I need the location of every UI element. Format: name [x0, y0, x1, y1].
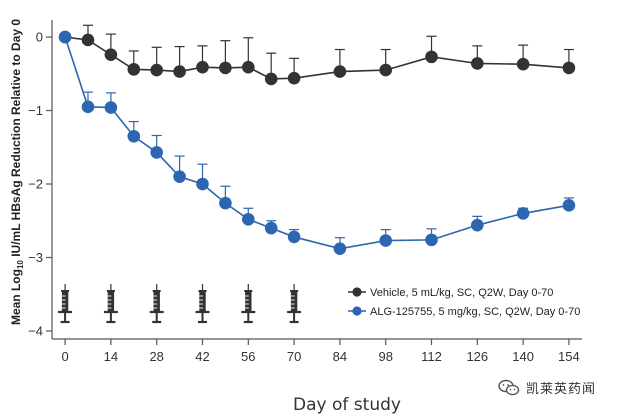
axes: 0 −1 −2 −3 −4 0 14 28 42 56 70 84 98 112 126 140 154: [28, 20, 582, 364]
y-axis-label-part-1: Mean Log: [9, 269, 23, 325]
data-point: [127, 63, 141, 76]
watermark-text: 凯莱英药闻: [526, 382, 597, 397]
data-point: [379, 63, 393, 77]
data-point: [287, 71, 301, 85]
y-axis-label: Mean Log10 IU/mL HBsAg Reduction Relativ…: [9, 19, 25, 325]
x-axis-label: Day of study: [293, 395, 401, 415]
y-tick-label: −3: [28, 250, 43, 265]
syringe-icon: [287, 284, 302, 324]
data-point: [150, 63, 163, 77]
dosing-markers: [58, 284, 302, 324]
syringe-icon: [195, 284, 210, 324]
x-tick-label: 56: [241, 349, 255, 364]
data-point: [287, 230, 301, 244]
data-point: [196, 60, 209, 74]
data-point: [333, 242, 347, 255]
data-point: [127, 129, 141, 143]
legend: Vehicle, 5 mL/kg, SC, Q2W, Day 0-70 ALG-1…: [348, 287, 580, 318]
y-axis-label-subscript: 10: [16, 260, 25, 269]
x-tick-label: 98: [378, 349, 392, 364]
data-point: [562, 61, 576, 75]
data-point: [264, 221, 278, 235]
y-tick-label: −4: [28, 324, 43, 339]
data-point: [219, 61, 232, 75]
y-tick-label: −2: [28, 177, 43, 192]
data-point: [471, 57, 484, 70]
x-tick-label: 70: [287, 349, 301, 364]
data-point: [219, 196, 232, 210]
series-2: [58, 30, 576, 255]
x-tick-label: 0: [61, 349, 68, 364]
data-point: [516, 57, 530, 71]
syringe-icon: [149, 284, 164, 324]
svg-text:Mean Log10 IU/mL HBsAg Reducti: Mean Log10 IU/mL HBsAg Reduction Relativ…: [9, 19, 25, 325]
data-point: [104, 48, 118, 61]
data-point: [241, 212, 255, 226]
data-point: [196, 177, 209, 191]
syringe-icon: [58, 284, 73, 324]
x-tick-label: 42: [195, 349, 209, 364]
watermark: 凯莱英药闻: [498, 378, 596, 397]
series-1: [58, 24, 576, 86]
data-point: [241, 60, 255, 74]
x-tick-label: 84: [333, 349, 347, 364]
data-point: [58, 30, 72, 44]
legend-item-1: Vehicle, 5 mL/kg, SC, Q2W, Day 0-70: [348, 287, 553, 299]
x-tick-label: 154: [558, 349, 580, 364]
wechat-icon: [498, 379, 520, 395]
y-tick-label: −1: [28, 103, 43, 118]
data-point: [264, 72, 278, 86]
syringe-icon: [241, 284, 256, 324]
y-axis-label-part-2: IU/mL HBsAg Reduction Relative to Day 0: [9, 19, 23, 260]
data-point: [81, 100, 95, 114]
legend-label: ALG-125755, 5 mg/kg, SC, Q2W, Day 0-70: [370, 306, 580, 318]
x-tick-label: 112: [421, 349, 442, 364]
x-tick-label: 28: [149, 349, 163, 364]
data-point: [425, 233, 438, 247]
data-point: [333, 65, 347, 78]
legend-item-2: ALG-125755, 5 mg/kg, SC, Q2W, Day 0-70: [348, 306, 580, 318]
series-layer: [58, 24, 576, 255]
x-tick-label: 14: [104, 349, 118, 364]
data-point: [516, 207, 530, 220]
data-point: [471, 218, 484, 232]
legend-label: Vehicle, 5 mL/kg, SC, Q2W, Day 0-70: [370, 287, 553, 299]
data-point: [81, 33, 95, 47]
x-tick-label: 126: [466, 349, 488, 364]
data-point: [173, 65, 186, 78]
syringe-icon: [103, 284, 118, 324]
data-point: [562, 199, 576, 212]
data-point: [150, 146, 163, 159]
data-point: [379, 234, 393, 247]
legend-marker: [352, 306, 362, 316]
series-line: [64, 36, 570, 250]
data-point: [104, 101, 118, 114]
series-line: [64, 36, 569, 80]
legend-marker: [352, 287, 362, 297]
x-tick-label: 140: [512, 349, 534, 364]
data-point: [425, 50, 438, 64]
data-point: [173, 170, 186, 183]
y-tick-label: 0: [36, 30, 43, 45]
